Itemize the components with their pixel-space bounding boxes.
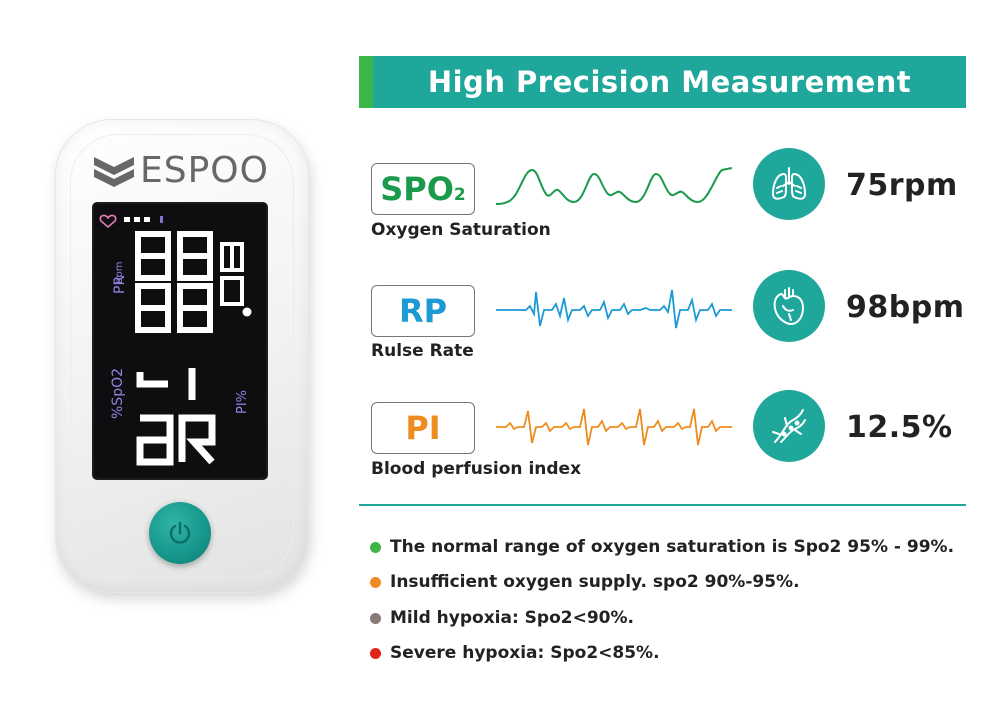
device-display: PR bpm [94, 204, 266, 478]
spo2-badge: SPO2 [371, 163, 475, 215]
power-icon [169, 521, 191, 544]
header-accent [359, 56, 373, 108]
note-text: Insufficient oxygen supply. spo2 90%-95%… [390, 572, 800, 592]
header-banner [359, 56, 966, 108]
vessel-circle [753, 390, 825, 462]
note-text: Mild hypoxia: Spo2<90%. [390, 608, 634, 628]
spo2-badge-text: SPO [380, 170, 454, 208]
spo2-digits [136, 368, 216, 466]
spo2-caption: Oxygen Saturation [371, 220, 551, 240]
lungs-icon [772, 167, 806, 200]
small-digits [220, 242, 252, 317]
pr-label: PR [112, 276, 128, 294]
signal-bar [160, 216, 163, 223]
pulse-waveform [496, 289, 732, 329]
spo2-label: %SpO2 [110, 368, 126, 419]
signal-bar [124, 217, 130, 222]
bullet-dot [370, 612, 381, 624]
brand-mark-icon [94, 156, 134, 187]
pi-badge: PI [371, 402, 475, 454]
pi-badge-text: PI [405, 409, 441, 447]
note-text: Severe hypoxia: Spo2<85%. [390, 643, 660, 663]
bullet-dot [370, 576, 381, 588]
rp-badge: RP [371, 285, 475, 337]
heart-circle [753, 270, 825, 342]
pi-caption: Blood perfusion index [371, 459, 582, 479]
blood-vessel-icon [772, 409, 806, 443]
rp-caption: Rulse Rate [371, 341, 474, 361]
section-divider [359, 504, 966, 506]
heart-icon [773, 287, 804, 325]
note-item: Severe hypoxia: Spo2<85%. [370, 643, 660, 663]
brand-logo: ESPOO [94, 150, 269, 191]
respiration-value: 75rpm [846, 168, 958, 203]
pulse-rate-value: 98bpm [846, 290, 965, 325]
power-button[interactable] [149, 502, 211, 564]
bpm-label: bpm [114, 262, 125, 284]
signal-bar [144, 217, 150, 222]
perfusion-index-value: 12.5% [846, 410, 953, 445]
note-item: Insufficient oxygen supply. spo2 90%-95%… [370, 572, 800, 592]
pulse-rate-digits [135, 231, 213, 333]
bullet-dot [370, 647, 381, 659]
lungs-circle [753, 148, 825, 220]
perfusion-waveform [496, 408, 732, 446]
note-item: Mild hypoxia: Spo2<90%. [370, 608, 634, 628]
pi-label: PI% [235, 390, 250, 414]
brand-name: ESPOO [140, 150, 269, 191]
signal-bar [134, 217, 140, 222]
pulse-oximeter-device: ESPOO PR bpm [56, 120, 308, 592]
note-item: The normal range of oxygen saturation is… [370, 537, 954, 557]
page-title: High Precision Measurement [427, 65, 912, 99]
heart-indicator-icon [99, 214, 117, 229]
note-text: The normal range of oxygen saturation is… [390, 537, 955, 557]
spo2-badge-subscript: 2 [453, 185, 466, 205]
bullet-dot [370, 541, 381, 553]
rp-badge-text: RP [398, 292, 448, 330]
spo2-waveform [496, 167, 732, 205]
